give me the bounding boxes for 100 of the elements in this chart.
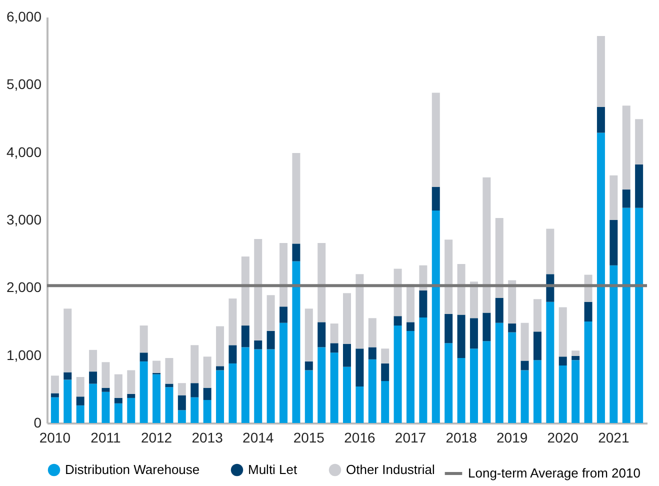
- bar: [114, 374, 122, 398]
- bar: [343, 344, 351, 367]
- bar: [114, 403, 122, 423]
- x-tick-label: 2016: [344, 430, 376, 446]
- x-tick-label: 2019: [496, 430, 528, 446]
- x-tick-label: 2014: [242, 430, 274, 446]
- bar: [356, 386, 364, 423]
- bar: [266, 295, 275, 331]
- bar: [241, 347, 250, 423]
- bar: [203, 388, 212, 400]
- bar: [127, 394, 136, 398]
- bar: [610, 175, 618, 220]
- bar: [482, 341, 491, 423]
- bar: [584, 302, 592, 322]
- bar: [330, 352, 338, 423]
- bar: [635, 164, 644, 208]
- bar: [508, 332, 516, 423]
- bar: [622, 106, 630, 190]
- bar: [304, 361, 313, 370]
- bar: [127, 398, 136, 423]
- bar: [102, 362, 110, 388]
- x-tick-label: 2012: [140, 430, 172, 446]
- bar: [140, 352, 148, 362]
- bar: [406, 330, 414, 423]
- bar: [482, 312, 491, 342]
- x-tick-label: 2021: [598, 430, 630, 446]
- bar: [406, 284, 414, 322]
- bar: [419, 290, 428, 318]
- x-tick-label: 2020: [547, 430, 579, 446]
- bar: [114, 398, 122, 404]
- bar: [304, 370, 313, 423]
- x-tick-label: 2017: [394, 430, 426, 446]
- bar: [368, 347, 376, 360]
- bar: [292, 244, 300, 262]
- bar: [292, 261, 300, 423]
- bar: [241, 326, 250, 348]
- bar: [152, 360, 161, 373]
- bar: [152, 374, 161, 423]
- bar: [533, 299, 542, 332]
- bar: [457, 358, 466, 423]
- bar: [470, 348, 478, 423]
- bar: [635, 208, 644, 423]
- bar: [381, 363, 390, 382]
- bar: [419, 317, 428, 423]
- bar: [330, 343, 338, 353]
- bar: [76, 405, 84, 423]
- bar: [228, 363, 237, 423]
- y-tick-label: 1,000: [6, 346, 42, 363]
- bar: [596, 132, 605, 423]
- bar: [292, 153, 300, 244]
- bar: [228, 298, 237, 346]
- bar: [254, 340, 262, 350]
- bar: [203, 400, 212, 423]
- bar: [254, 349, 262, 423]
- bar: [546, 302, 554, 423]
- y-tick-label: 5,000: [6, 76, 42, 92]
- bar: [394, 316, 402, 326]
- legend-label: Long-term Average from 2010: [468, 466, 640, 480]
- x-tick-label: 2015: [293, 430, 325, 446]
- bar: [304, 308, 313, 362]
- y-tick-label: 6,000: [6, 8, 42, 24]
- bar: [610, 265, 618, 423]
- bar: [457, 264, 466, 315]
- bar: [203, 356, 212, 388]
- bar: [228, 345, 237, 364]
- bar: [76, 396, 84, 406]
- bar: [64, 380, 72, 423]
- legend-label: Multi Let: [248, 462, 298, 477]
- bar: [558, 365, 567, 423]
- bar: [178, 395, 186, 410]
- bar: [432, 92, 440, 187]
- bar: [520, 370, 529, 423]
- bar: [470, 318, 478, 349]
- bar: [318, 243, 326, 322]
- bar: [280, 306, 288, 323]
- bar: [165, 387, 174, 423]
- bar: [470, 282, 478, 318]
- bar: [216, 366, 224, 370]
- bar: [572, 350, 580, 356]
- bar: [635, 119, 644, 165]
- bar: [318, 322, 326, 348]
- bar: [127, 370, 136, 394]
- bar: [432, 186, 440, 211]
- bar: [140, 326, 148, 353]
- bar: [50, 397, 59, 423]
- bar: [89, 350, 98, 372]
- x-tick-label: 2010: [39, 430, 71, 446]
- bar: [444, 240, 453, 314]
- bar: [495, 322, 504, 423]
- bar: [266, 349, 275, 423]
- bar: [495, 298, 504, 323]
- bar: [190, 383, 199, 398]
- bar: [584, 322, 592, 423]
- bar: [318, 347, 326, 423]
- legend-label: Distribution Warehouse: [65, 462, 200, 477]
- bar: [266, 330, 275, 350]
- bar: [76, 376, 84, 397]
- bar: [482, 177, 491, 313]
- bar: [102, 388, 110, 392]
- bar: [190, 397, 199, 423]
